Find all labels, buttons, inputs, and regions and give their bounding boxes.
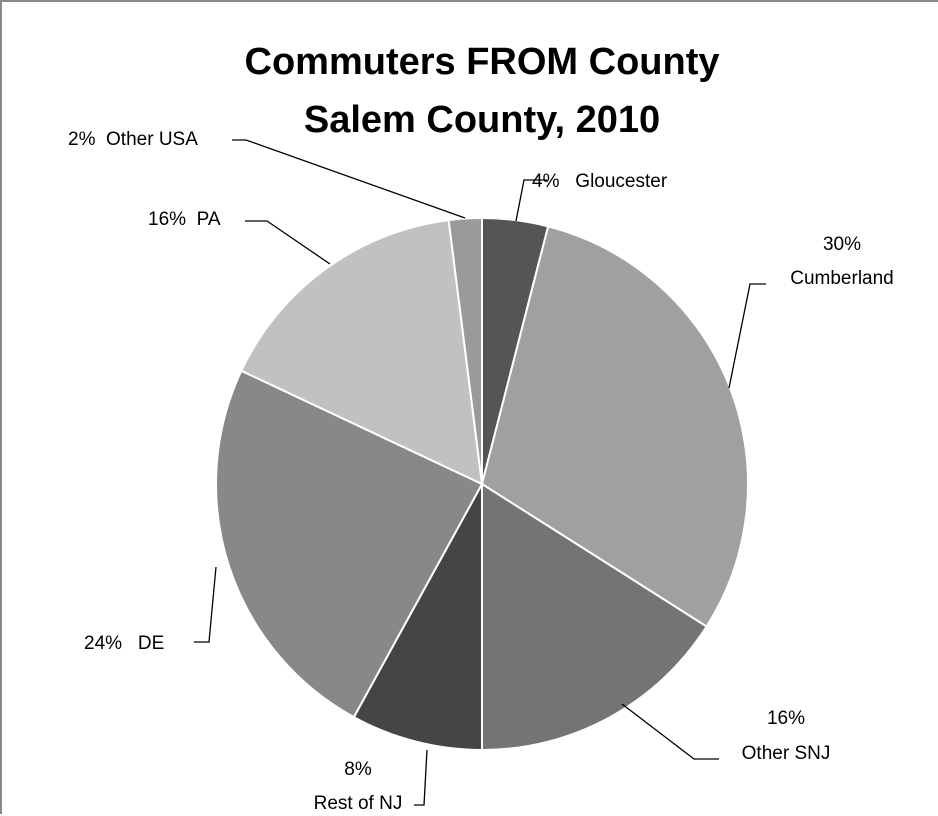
- pie-slice-de: [215, 369, 484, 719]
- data-label-name-cumberland: Cumberland: [790, 268, 894, 289]
- pie-slice-rest-of-nj: [352, 483, 483, 752]
- data-label-cumberland: 30%: [823, 234, 861, 255]
- data-label-other-usa: 2% Other USA: [68, 129, 198, 150]
- leader-lines: [194, 139, 766, 806]
- leader-line-rest-of-nj: [414, 749, 428, 806]
- data-label-gloucester: 4% Gloucester: [532, 171, 668, 192]
- chart-title-line-2: Salem County, 2010: [304, 99, 660, 141]
- chart-title-line-1: Commuters FROM County: [245, 41, 720, 83]
- leader-line-other-usa: [232, 139, 466, 219]
- data-labels: 4% Gloucester 30% Cumberland 16% Other SNJ 8%…: [68, 129, 894, 814]
- data-label-name-other-snj: Other SNJ: [742, 743, 831, 764]
- leader-line-other-snj: [621, 703, 719, 760]
- leader-line-gloucester: [515, 179, 547, 222]
- pie-slices: [215, 216, 749, 752]
- data-label-de: 24% DE: [84, 633, 164, 654]
- data-label-other-snj: 16%: [767, 708, 805, 729]
- data-label-name-rest-of-nj: Rest of NJ: [314, 793, 403, 814]
- leader-line-pa: [245, 220, 331, 265]
- leader-line-cumberland: [728, 283, 766, 389]
- pie-slice-other-usa: [447, 216, 483, 485]
- pie-slice-other-snj: [481, 482, 708, 752]
- data-label-rest-of-nj: 8%: [344, 759, 372, 780]
- leader-line-de: [194, 566, 217, 643]
- pie-slice-pa: [239, 218, 484, 486]
- data-label-pa: 16% PA: [148, 209, 221, 230]
